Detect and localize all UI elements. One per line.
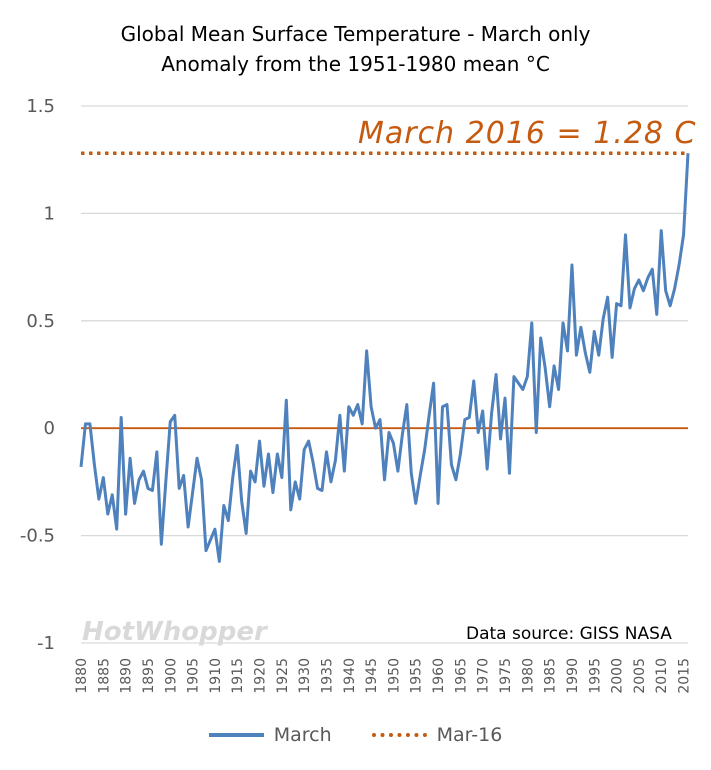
x-tick-label: 2010 — [654, 658, 670, 694]
x-tick-label: 1930 — [297, 658, 313, 694]
y-tick-label: 1 — [44, 203, 55, 224]
x-tick-label: 1960 — [431, 658, 447, 694]
x-tick-label: 1995 — [587, 658, 603, 694]
y-tick-label: 0.5 — [26, 311, 55, 332]
chart-subtitle: Anomaly from the 1951-1980 mean °C — [161, 52, 550, 76]
legend-label-march: March — [273, 724, 332, 746]
x-tick-label: 1900 — [163, 658, 179, 694]
x-tick-label: 1970 — [476, 658, 492, 694]
annotation-data-source: Data source: GISS NASA — [466, 624, 672, 644]
x-tick-label: 2000 — [610, 658, 626, 694]
x-axis-ticks: 1880 1885 1890 1895 1900 1905 1910 1915 1920 1925… — [74, 658, 693, 694]
legend-swatch-march — [208, 733, 264, 737]
x-tick-label: 1975 — [498, 658, 514, 694]
x-tick-label: 1920 — [253, 658, 269, 694]
x-tick-label: 1945 — [364, 658, 380, 694]
x-tick-label: 1985 — [543, 658, 559, 694]
y-tick-label: 1.5 — [26, 96, 55, 117]
march-series-line — [79, 153, 690, 563]
annotation-march-2016: March 2016 = 1.28 C — [358, 116, 696, 151]
x-tick-label: 1915 — [230, 658, 246, 694]
legend-label-mar16: Mar-16 — [436, 724, 503, 746]
y-tick-label: 0 — [44, 418, 55, 439]
x-tick-label: 1885 — [96, 658, 112, 694]
x-tick-label: 1955 — [409, 658, 425, 694]
x-tick-label: 1910 — [208, 658, 224, 694]
x-tick-label: 1980 — [520, 658, 536, 694]
x-tick-label: 1940 — [342, 658, 358, 694]
x-tick-label: 1935 — [319, 658, 335, 694]
x-tick-label: 1950 — [386, 658, 402, 694]
y-tick-label: -1 — [37, 633, 55, 654]
legend-item-mar16: Mar-16 — [371, 724, 503, 746]
legend-item-march: March — [208, 724, 332, 746]
legend: March Mar-16 — [0, 722, 711, 748]
x-tick-label: 1890 — [119, 658, 135, 694]
x-tick-label: 1905 — [186, 658, 202, 694]
chart-title: Global Mean Surface Temperature - March … — [120, 22, 591, 46]
x-tick-label: 1880 — [74, 658, 90, 694]
gridlines — [81, 105, 688, 644]
legend-swatch-mar16 — [371, 733, 427, 737]
x-tick-label: 1990 — [565, 658, 581, 694]
x-tick-label: 1965 — [453, 658, 469, 694]
x-tick-label: 2015 — [677, 658, 693, 694]
plot-area: 1.510.50-0.5-1 1880 1885 1890 1895 1900 1905 1… — [20, 96, 696, 694]
x-tick-label: 1895 — [141, 658, 157, 694]
y-axis-ticks: 1.5 1 0.5 0 -0.5 -1 — [20, 96, 55, 654]
x-tick-label: 1925 — [275, 658, 291, 694]
watermark-hotwhopper: HotWhopper — [82, 617, 269, 647]
x-tick-label: 2005 — [632, 658, 648, 694]
y-tick-label: -0.5 — [20, 526, 55, 547]
